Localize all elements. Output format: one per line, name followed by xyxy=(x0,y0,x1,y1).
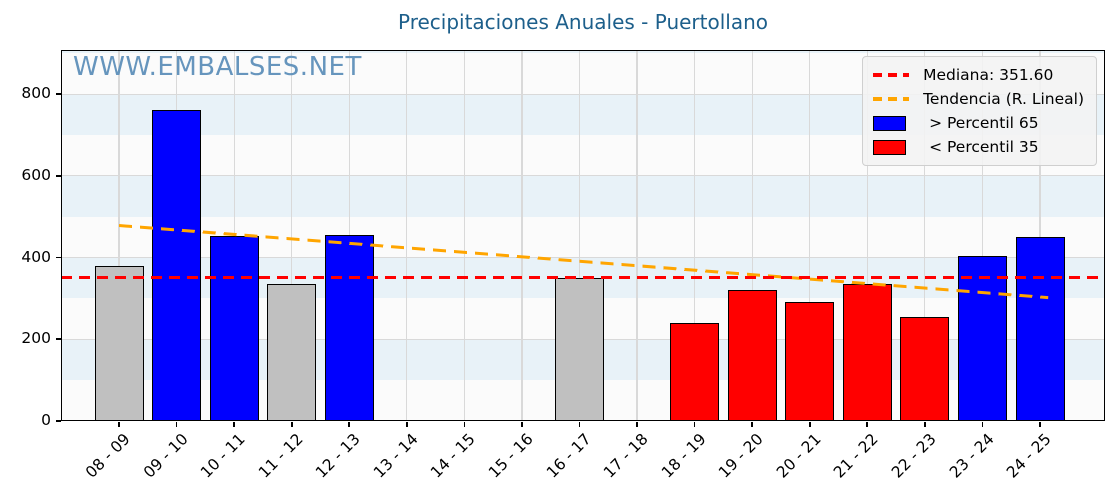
x-tick xyxy=(981,422,984,427)
median-line-swatch xyxy=(873,73,911,77)
x-tick-label: 15 - 16 xyxy=(485,430,537,482)
x-tick xyxy=(808,422,811,427)
y-tick-label: 0 xyxy=(41,411,51,429)
gridline-vertical xyxy=(521,50,523,421)
background-band xyxy=(61,175,1105,217)
legend-item-p35: < Percentil 35 xyxy=(873,135,1084,159)
watermark: WWW.EMBALSES.NET xyxy=(73,52,362,82)
x-tick xyxy=(693,422,696,427)
gridline-vertical xyxy=(981,50,984,421)
y-tick-label: 800 xyxy=(21,84,51,103)
x-tick-label: 12 - 13 xyxy=(312,430,364,482)
gridline-vertical xyxy=(866,50,868,421)
median-line xyxy=(61,275,1105,279)
x-tick xyxy=(348,422,351,427)
gridline-horizontal xyxy=(61,93,1105,95)
bar-08-09 xyxy=(94,265,144,421)
bar-18-19 xyxy=(670,322,720,421)
gridline-vertical xyxy=(406,50,408,421)
gridline-vertical xyxy=(636,50,638,421)
x-tick-label: 20 - 21 xyxy=(772,430,825,482)
x-tick-label: 16 - 17 xyxy=(542,430,595,482)
y-tick-label: 400 xyxy=(21,247,51,266)
gridline-vertical xyxy=(463,50,465,421)
y-axis: 0 200 400 600 800 xyxy=(0,50,61,429)
x-tick-label: 10 - 11 xyxy=(197,430,249,482)
x-tick-label: 18 - 19 xyxy=(657,430,710,482)
x-tick xyxy=(636,422,638,427)
gridline-vertical xyxy=(118,50,120,421)
x-tick xyxy=(521,422,523,427)
p35-swatch xyxy=(873,139,911,155)
bar-23-24 xyxy=(957,255,1007,421)
x-tick-label: 11 - 12 xyxy=(254,430,307,482)
trend-line-swatch xyxy=(873,97,911,101)
plot-area: WWW.EMBALSES.NET Mediana: 351.60 Tendenc… xyxy=(61,50,1105,421)
x-tick xyxy=(290,422,293,427)
y-tick xyxy=(56,420,61,422)
x-tick xyxy=(751,422,754,427)
x-tick-label: 22 - 23 xyxy=(888,430,940,482)
gridline-vertical xyxy=(694,50,696,421)
gridline-vertical xyxy=(578,50,581,421)
legend-trend-label: Tendencia (R. Lineal) xyxy=(923,90,1084,108)
x-tick-label: 09 - 10 xyxy=(139,430,192,482)
gridline-horizontal xyxy=(61,175,1105,177)
chart-title: Precipitaciones Anuales - Puertollano xyxy=(397,10,769,34)
x-tick xyxy=(578,422,581,427)
p65-swatch xyxy=(873,115,911,131)
x-tick xyxy=(1039,422,1041,427)
legend-p35-label: < Percentil 35 xyxy=(929,138,1039,156)
gridline-horizontal xyxy=(61,256,1105,259)
bar-20-21 xyxy=(785,302,835,421)
y-tick xyxy=(56,93,61,95)
bar-21-22 xyxy=(842,284,892,421)
x-tick-label: 17 - 18 xyxy=(600,430,652,482)
legend-item-trend: Tendencia (R. Lineal) xyxy=(873,87,1084,111)
y-tick-label: 200 xyxy=(21,329,51,348)
x-tick-label: 08 - 09 xyxy=(82,430,134,482)
x-axis: 08 - 09 09 - 10 10 - 11 11 - 12 12 - 13 13 - … xyxy=(61,421,1105,499)
bar-24-25 xyxy=(1015,236,1065,421)
y-tick xyxy=(56,174,61,177)
y-tick xyxy=(56,256,61,259)
x-tick xyxy=(175,422,178,427)
x-tick-label: 24 - 25 xyxy=(1003,430,1055,482)
gridline-vertical xyxy=(751,50,753,421)
x-tick-label: 14 - 15 xyxy=(427,430,480,482)
gridline-vertical xyxy=(924,50,926,421)
background-band xyxy=(61,50,1105,54)
x-tick-label: 13 - 14 xyxy=(369,430,422,482)
y-tick-label: 600 xyxy=(21,165,51,184)
x-tick-label: 19 - 20 xyxy=(715,430,767,482)
y-tick xyxy=(56,338,61,341)
legend-median-label: Mediana: 351.60 xyxy=(923,66,1054,84)
legend-item-p65: > Percentil 65 xyxy=(873,111,1084,135)
legend-item-median: Mediana: 351.60 xyxy=(873,63,1084,87)
x-tick xyxy=(866,422,869,427)
x-tick xyxy=(233,422,235,427)
bar-10-11 xyxy=(209,235,259,421)
bar-16-17 xyxy=(555,278,604,421)
gridline-vertical xyxy=(809,50,811,421)
legend-p65-label: > Percentil 65 xyxy=(929,114,1039,132)
x-tick xyxy=(463,422,466,427)
bar-11-12 xyxy=(267,284,317,421)
x-tick xyxy=(118,422,120,427)
bar-09-10 xyxy=(152,110,202,421)
x-tick-label: 21 - 22 xyxy=(830,430,883,482)
x-tick xyxy=(405,422,408,427)
bar-19-20 xyxy=(727,290,777,421)
legend: Mediana: 351.60 Tendencia (R. Lineal) > … xyxy=(862,56,1097,166)
bar-22-23 xyxy=(900,316,950,421)
gridline-vertical xyxy=(1039,50,1041,421)
x-tick-label: 23 - 24 xyxy=(945,430,998,482)
x-tick xyxy=(924,422,926,427)
gridline-vertical xyxy=(291,50,293,421)
bar-12-13 xyxy=(324,234,374,421)
